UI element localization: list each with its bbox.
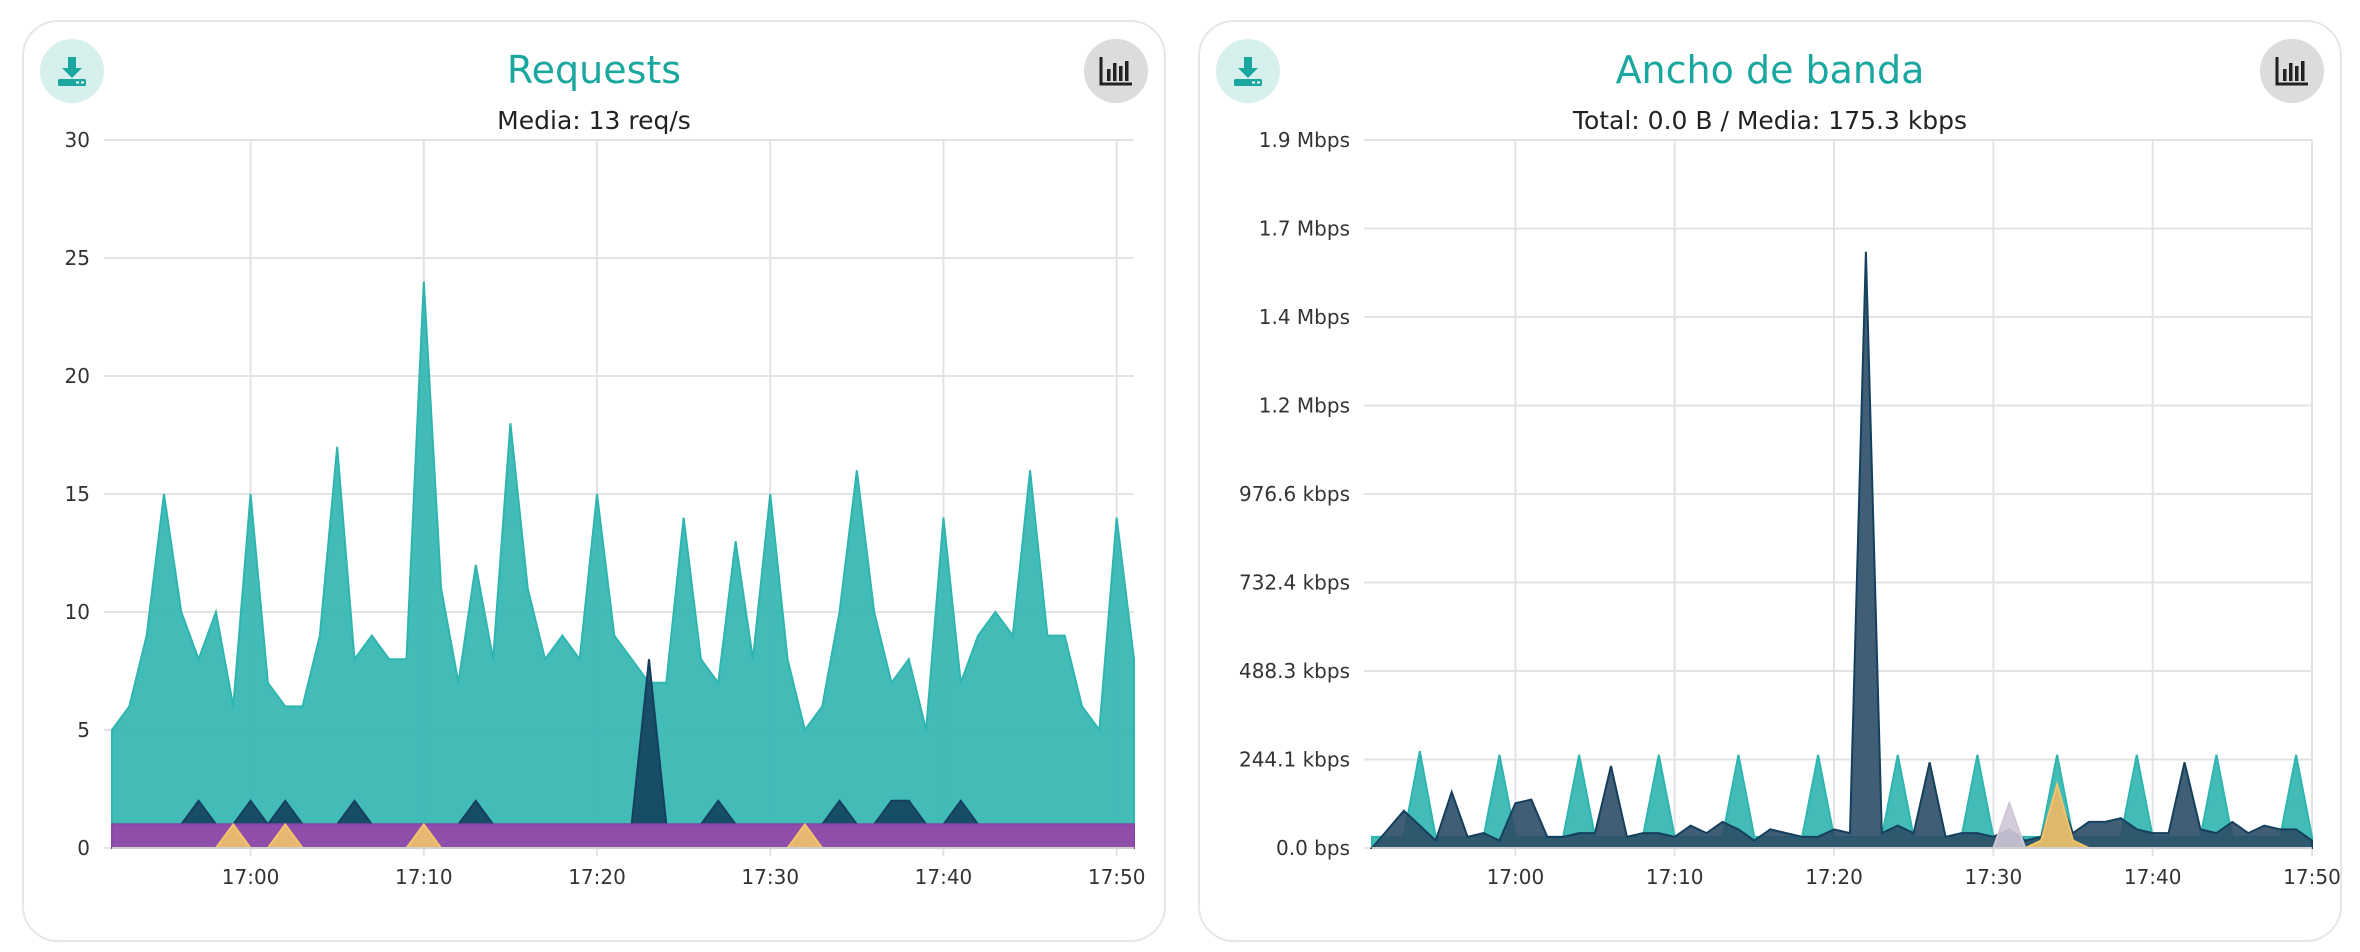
- series-area-2: [111, 823, 1135, 849]
- y-tick-label: 20: [65, 364, 90, 388]
- bandwidth-panel: Ancho de banda Total: 0.0 B / Media: 175…: [1198, 20, 2342, 942]
- y-tick-label: 30: [65, 128, 90, 152]
- x-tick-label: 17:20: [568, 865, 626, 889]
- bar-chart-icon: [1099, 57, 1132, 86]
- x-tick-label: 17:20: [1805, 865, 1863, 889]
- requests-chart: 0 5 10 15 20 25 30 17:00 17:10 17:20 17:30 17:40 17:…: [65, 128, 1146, 889]
- y-tick-label: 15: [65, 482, 90, 506]
- x-tick-label: 17:30: [1965, 865, 2023, 889]
- y-tick-label: 976.6 kbps: [1239, 482, 1350, 506]
- y-tick-label: 5: [77, 718, 90, 742]
- chart-type-button[interactable]: [2260, 39, 2324, 103]
- y-tick-label: 0.0 bps: [1276, 836, 1350, 860]
- y-tick-label: 732.4 kbps: [1239, 571, 1350, 595]
- y-tick-label: 1.7 Mbps: [1259, 217, 1350, 241]
- chart-type-button[interactable]: [1084, 39, 1148, 103]
- bar-chart-icon: [2275, 57, 2308, 86]
- x-tick-label: 17:30: [741, 865, 799, 889]
- y-tick-label: 1.4 Mbps: [1259, 305, 1350, 329]
- y-tick-label: 25: [65, 246, 90, 270]
- y-tick-label: 488.3 kbps: [1239, 659, 1350, 683]
- x-tick-label: 17:10: [395, 865, 453, 889]
- series-area-0: [111, 281, 1135, 849]
- y-tick-label: 0: [77, 836, 90, 860]
- x-tick-label: 17:10: [1646, 865, 1704, 889]
- series-area-1: [1369, 251, 2313, 849]
- download-button[interactable]: [1216, 39, 1280, 103]
- x-tick-label: 17:50: [1088, 865, 1146, 889]
- x-tick-label: 17:00: [1487, 865, 1545, 889]
- bandwidth-chart: 0.0 bps 244.1 kbps 488.3 kbps 732.4 kbps 976…: [1239, 128, 2341, 889]
- x-tick-label: 17:40: [2124, 865, 2182, 889]
- y-tick-label: 1.9 Mbps: [1259, 128, 1350, 152]
- download-button[interactable]: [40, 39, 104, 103]
- download-icon: [58, 57, 86, 86]
- panel-subtitle: Total: 0.0 B / Media: 175.3 kbps: [1572, 106, 1968, 135]
- y-tick-label: 244.1 kbps: [1239, 748, 1350, 772]
- y-tick-label: 1.2 Mbps: [1259, 394, 1350, 418]
- requests-panel: Requests Media: 13 req/s 0 5 10 15 20 25 30 17:…: [22, 20, 1166, 942]
- x-tick-label: 17:50: [2283, 865, 2341, 889]
- panel-subtitle: Media: 13 req/s: [497, 106, 691, 135]
- x-tick-label: 17:00: [222, 865, 280, 889]
- panel-title: Ancho de banda: [1615, 48, 1925, 92]
- panel-title: Requests: [506, 48, 682, 92]
- series-area-3: [1991, 800, 2027, 849]
- x-tick-label: 17:40: [915, 865, 973, 889]
- y-tick-label: 10: [65, 600, 90, 624]
- download-icon: [1234, 57, 1262, 86]
